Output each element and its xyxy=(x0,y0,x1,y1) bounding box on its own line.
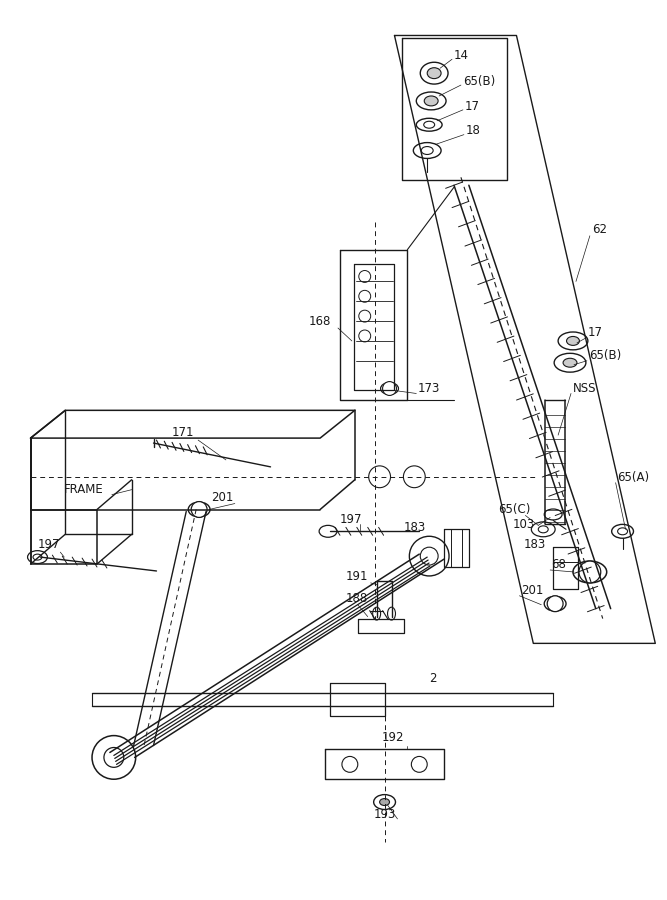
Ellipse shape xyxy=(420,62,448,84)
Circle shape xyxy=(342,756,358,772)
Ellipse shape xyxy=(427,68,441,78)
Text: 193: 193 xyxy=(374,808,396,822)
Circle shape xyxy=(92,735,135,779)
Text: 191: 191 xyxy=(346,571,368,583)
Text: 173: 173 xyxy=(418,382,440,395)
Text: 188: 188 xyxy=(346,592,368,606)
Ellipse shape xyxy=(544,597,566,611)
Text: 103: 103 xyxy=(512,518,535,531)
Ellipse shape xyxy=(424,122,435,128)
Circle shape xyxy=(404,466,426,488)
Text: 65(B): 65(B) xyxy=(589,349,621,363)
Text: 65(A): 65(A) xyxy=(618,472,650,484)
Circle shape xyxy=(104,748,124,768)
Circle shape xyxy=(359,271,371,283)
Ellipse shape xyxy=(33,554,42,560)
Circle shape xyxy=(412,756,427,772)
Ellipse shape xyxy=(388,608,396,620)
Ellipse shape xyxy=(532,522,555,536)
Text: 65(B): 65(B) xyxy=(463,75,495,87)
Ellipse shape xyxy=(373,608,381,620)
Ellipse shape xyxy=(538,526,548,533)
Ellipse shape xyxy=(566,337,580,346)
Ellipse shape xyxy=(374,795,396,809)
Text: 168: 168 xyxy=(308,315,331,328)
Ellipse shape xyxy=(618,527,628,535)
Ellipse shape xyxy=(381,382,398,394)
Circle shape xyxy=(410,536,449,576)
Text: 197: 197 xyxy=(340,513,362,526)
Text: 62: 62 xyxy=(592,223,607,237)
Ellipse shape xyxy=(612,525,634,538)
Circle shape xyxy=(420,547,438,565)
Ellipse shape xyxy=(319,526,337,537)
Text: 201: 201 xyxy=(211,491,233,504)
Text: 192: 192 xyxy=(382,731,404,744)
Text: 18: 18 xyxy=(466,124,481,137)
Text: 197: 197 xyxy=(37,537,60,551)
Ellipse shape xyxy=(563,358,577,367)
Ellipse shape xyxy=(573,561,607,583)
Ellipse shape xyxy=(416,92,446,110)
Ellipse shape xyxy=(27,551,47,563)
Text: 14: 14 xyxy=(454,49,469,62)
Text: 2: 2 xyxy=(429,671,437,685)
Ellipse shape xyxy=(188,502,210,517)
Ellipse shape xyxy=(380,798,390,806)
Text: FRAME: FRAME xyxy=(64,483,104,496)
Circle shape xyxy=(359,330,371,342)
Text: 65(C): 65(C) xyxy=(499,503,531,516)
Ellipse shape xyxy=(416,118,442,131)
Text: 201: 201 xyxy=(522,584,544,598)
Circle shape xyxy=(547,596,563,612)
Ellipse shape xyxy=(422,147,433,155)
Circle shape xyxy=(191,501,207,518)
Text: 17: 17 xyxy=(465,101,480,113)
Text: 183: 183 xyxy=(524,537,546,551)
Circle shape xyxy=(359,291,371,302)
Text: 17: 17 xyxy=(588,327,603,339)
Ellipse shape xyxy=(424,96,438,106)
Text: 68: 68 xyxy=(551,557,566,571)
Circle shape xyxy=(579,561,601,583)
Ellipse shape xyxy=(558,332,588,350)
Text: NSS: NSS xyxy=(573,382,596,395)
Ellipse shape xyxy=(554,354,586,373)
Circle shape xyxy=(383,382,396,395)
Text: 171: 171 xyxy=(171,426,194,438)
Ellipse shape xyxy=(544,509,562,520)
Circle shape xyxy=(359,310,371,322)
Circle shape xyxy=(369,466,390,488)
Ellipse shape xyxy=(414,142,441,158)
Text: 183: 183 xyxy=(404,521,426,534)
